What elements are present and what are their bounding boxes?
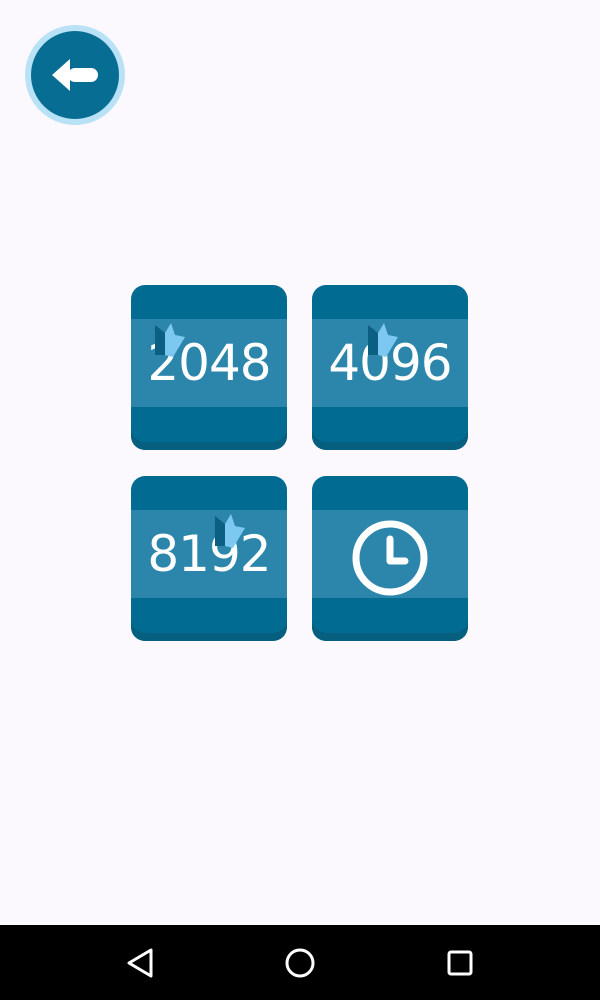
crown-icon <box>368 323 398 357</box>
nav-home-button[interactable] <box>270 933 330 993</box>
system-navbar <box>0 925 600 1000</box>
clock-icon <box>352 520 428 596</box>
crown-icon <box>215 514 245 548</box>
time-mode-button[interactable] <box>312 476 468 641</box>
circle-home-icon <box>285 948 315 977</box>
crown-icon <box>155 323 185 357</box>
triangle-back-icon <box>127 948 153 977</box>
back-button-inner <box>31 31 119 119</box>
back-button[interactable] <box>25 25 125 125</box>
mode-4096-button[interactable]: 4096 <box>312 285 468 450</box>
tile-band <box>312 319 468 407</box>
arrow-left-icon <box>52 59 98 91</box>
mode-2048-button[interactable]: 2048 <box>131 285 287 450</box>
mode-8192-button[interactable]: 8192 <box>131 476 287 641</box>
tile-band <box>131 510 287 598</box>
nav-recents-button[interactable] <box>430 933 490 993</box>
nav-back-button[interactable] <box>110 933 170 993</box>
mode-8192-label: 8192 <box>147 525 271 583</box>
square-recents-icon <box>447 950 473 975</box>
